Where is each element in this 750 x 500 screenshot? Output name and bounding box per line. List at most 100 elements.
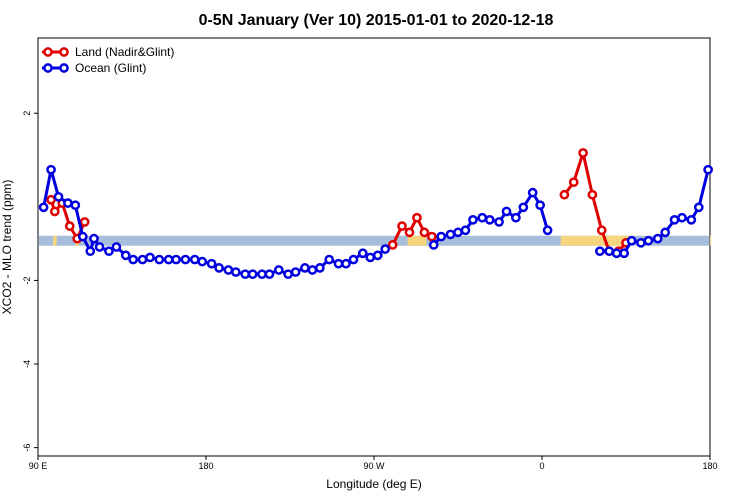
- data-point: [477, 212, 488, 223]
- data-point: [652, 233, 663, 244]
- data-point: [693, 202, 704, 213]
- data-point: [154, 254, 165, 265]
- data-point: [436, 231, 447, 242]
- legend-item: Ocean (Glint): [42, 61, 146, 75]
- data-point: [527, 187, 538, 198]
- data-point: [85, 246, 96, 257]
- data-point: [197, 256, 208, 267]
- data-point: [357, 248, 368, 259]
- data-point: [669, 214, 680, 225]
- data-point: [365, 252, 376, 263]
- data-point: [428, 240, 439, 250]
- data-point: [703, 164, 713, 175]
- data-point: [273, 265, 284, 275]
- data-point: [341, 258, 351, 269]
- data-point: [427, 231, 437, 242]
- land-ocean-band: [39, 235, 711, 246]
- data-point: [643, 235, 654, 246]
- data-point: [214, 263, 224, 273]
- data-point: [64, 221, 75, 231]
- data-point: [189, 254, 200, 265]
- data-point: [626, 235, 637, 246]
- data-point: [111, 242, 122, 252]
- series-ocean: [38, 164, 713, 280]
- data-point: [38, 202, 49, 213]
- y-axis-label: XCO2 - MLO trend (ppm): [0, 180, 14, 315]
- data-point: [46, 194, 56, 205]
- legend-label: Land (Nadir&Glint): [75, 45, 174, 59]
- data-point: [257, 269, 267, 280]
- data-point: [636, 237, 646, 248]
- data-point: [619, 248, 629, 259]
- data-point: [494, 217, 504, 227]
- data-point: [49, 206, 60, 217]
- x-tick-label: 0: [539, 461, 544, 471]
- data-point: [264, 269, 275, 280]
- legend-item: Land (Nadir&Glint): [42, 45, 174, 59]
- data-point: [686, 214, 697, 225]
- data-point: [348, 254, 359, 265]
- y-tick-label: -2: [22, 276, 32, 284]
- data-point: [283, 269, 293, 280]
- data-point: [578, 148, 588, 158]
- data-point: [542, 225, 553, 236]
- data-point: [535, 200, 545, 211]
- data-point: [511, 212, 521, 223]
- legend-swatch-marker: [59, 47, 69, 57]
- data-point: [300, 263, 310, 273]
- y-axis-ticks: -6 -4 -2 2: [22, 111, 38, 452]
- data-point: [568, 177, 579, 188]
- data-point: [120, 250, 131, 261]
- data-point: [419, 227, 430, 238]
- y-tick-label: 2: [22, 111, 32, 116]
- data-point: [137, 254, 148, 265]
- data-point: [171, 254, 181, 265]
- data-point: [89, 233, 99, 244]
- y-tick-label: -6: [22, 444, 32, 452]
- data-point: [660, 227, 671, 238]
- x-tick-label: 90 E: [29, 461, 48, 471]
- x-axis-ticks: 90 E 180 90 W 0 180: [29, 456, 718, 471]
- data-point: [163, 254, 174, 265]
- data-point: [231, 267, 241, 277]
- data-point: [290, 267, 301, 277]
- data-point: [333, 258, 344, 269]
- land-band-segment: [560, 235, 630, 246]
- legend-label: Ocean (Glint): [75, 61, 146, 75]
- data-point: [595, 246, 605, 257]
- data-point: [677, 212, 687, 223]
- data-point: [180, 254, 191, 265]
- data-point: [387, 240, 398, 250]
- data-point: [518, 202, 529, 213]
- data-point: [460, 225, 471, 236]
- data-point: [247, 269, 258, 280]
- data-point: [501, 206, 512, 217]
- data-point: [206, 258, 217, 269]
- x-tick-label: 180: [702, 461, 717, 471]
- data-point: [484, 214, 495, 225]
- legend: Land (Nadir&Glint) Ocean (Glint): [42, 45, 174, 75]
- data-point: [587, 189, 598, 200]
- data-point: [404, 227, 415, 238]
- data-point: [315, 263, 325, 273]
- data-point: [307, 265, 318, 275]
- data-point: [372, 250, 383, 261]
- data-point: [559, 189, 570, 200]
- chart-title: 0-5N January (Ver 10) 2015-01-01 to 2020…: [199, 12, 554, 29]
- data-point: [104, 246, 114, 257]
- x-tick-label: 180: [198, 461, 213, 471]
- legend-swatch-marker: [43, 47, 53, 57]
- data-point: [53, 191, 64, 202]
- data-point: [240, 269, 251, 280]
- data-point: [412, 212, 422, 223]
- data-point: [380, 244, 391, 254]
- land-band-segment: [609, 235, 630, 246]
- data-point: [128, 254, 139, 265]
- legend-swatch-marker: [59, 63, 69, 73]
- data-point: [79, 217, 90, 227]
- data-point: [145, 252, 155, 263]
- data-point: [453, 227, 463, 238]
- data-point: [604, 246, 615, 257]
- x-axis-label: Longitude (deg E): [326, 477, 421, 491]
